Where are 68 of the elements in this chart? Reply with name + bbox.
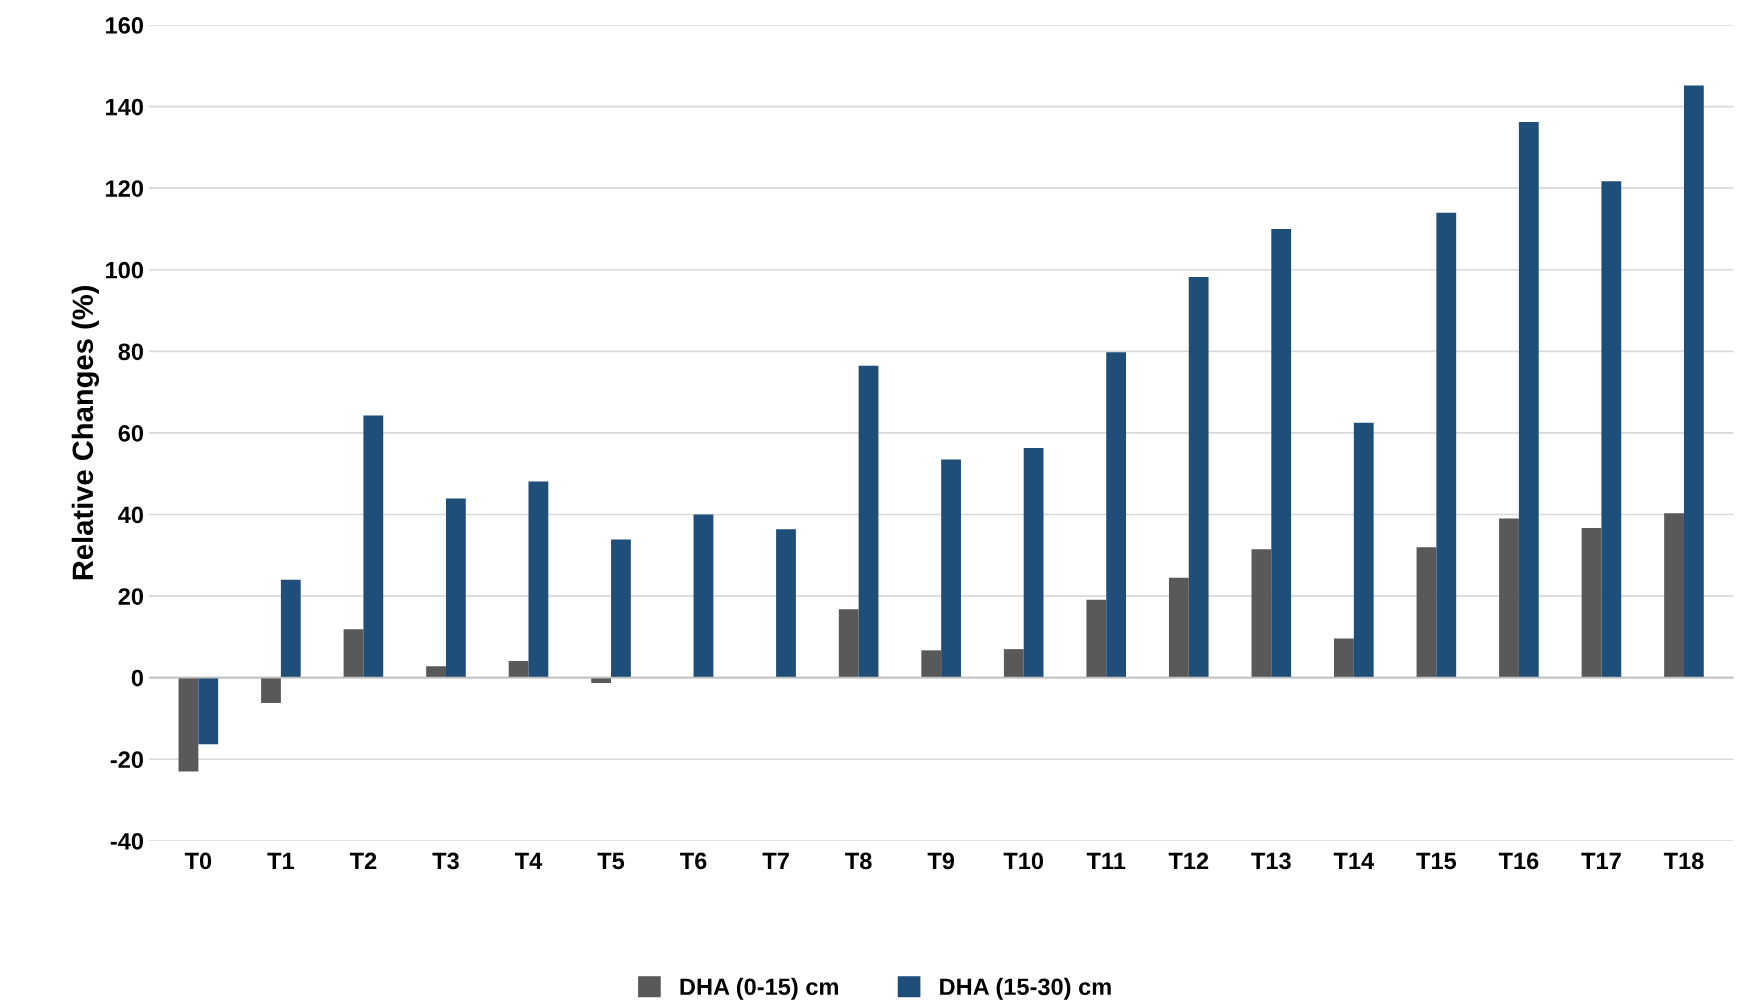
- bar: [1518, 122, 1539, 678]
- y-tick-label: 160: [106, 17, 144, 34]
- bar: [261, 677, 281, 703]
- bar: [1353, 422, 1374, 678]
- x-tick-label: T8: [845, 852, 872, 870]
- bar: [611, 539, 631, 678]
- y-tick-label: 100: [106, 261, 144, 279]
- x-tick-label: T13: [1251, 852, 1291, 870]
- y-tick-label: 0: [131, 669, 144, 687]
- bar: [776, 529, 796, 678]
- bar: [363, 415, 384, 678]
- bar: [838, 609, 859, 678]
- x-tick-label: T11: [1086, 852, 1126, 870]
- y-tick-label: 140: [106, 98, 144, 116]
- bar: [178, 677, 199, 772]
- x-tick-label: T0: [184, 852, 212, 870]
- bar: [1664, 513, 1684, 678]
- x-tick-label: T15: [1416, 852, 1457, 870]
- bar: [280, 579, 301, 678]
- x-tick-label: T17: [1581, 852, 1621, 870]
- bar: [1003, 649, 1024, 678]
- bar: [1334, 638, 1354, 678]
- bar: [1188, 277, 1209, 678]
- x-tick-label: T3: [432, 852, 459, 870]
- y-tick-label: 20: [118, 588, 144, 605]
- bar: [921, 650, 942, 678]
- bar: [1416, 547, 1437, 678]
- bar: [1683, 85, 1704, 678]
- bar: [1581, 527, 1602, 678]
- x-tick-label: T5: [597, 852, 625, 870]
- x-tick-label: T12: [1168, 852, 1209, 870]
- x-tick-label: T4: [514, 852, 543, 870]
- bar: [343, 629, 364, 678]
- y-tick-label: 40: [118, 506, 144, 524]
- x-tick-label: T7: [762, 852, 789, 870]
- bar: [1436, 212, 1457, 678]
- y-tick-label: 80: [118, 343, 144, 361]
- y-axis-title: Relative Changes (%): [71, 286, 100, 580]
- bar: [528, 481, 549, 678]
- bar: [508, 660, 529, 678]
- legend-label: DHA (0-15) cm: [680, 977, 838, 1000]
- bar: [1499, 518, 1519, 678]
- bar: [693, 514, 714, 678]
- x-tick-label: T6: [680, 852, 707, 870]
- bar: [198, 677, 219, 745]
- bar: [1168, 577, 1189, 678]
- bar: [1251, 549, 1272, 678]
- y-tick-label: -20: [110, 751, 144, 769]
- x-tick-label: T1: [267, 852, 295, 870]
- x-tick-label: T14: [1333, 852, 1375, 870]
- bar: [941, 459, 961, 678]
- bar: [426, 666, 446, 678]
- y-tick-label: 60: [118, 425, 144, 442]
- x-tick-label: T2: [349, 852, 377, 870]
- legend-label: DHA (15-30) cm: [940, 977, 1111, 1000]
- x-tick-label: T9: [927, 852, 955, 870]
- x-tick-label: T16: [1498, 852, 1539, 870]
- x-tick-label: T10: [1003, 852, 1044, 870]
- bar: [445, 498, 466, 678]
- y-tick-label: -40: [110, 832, 144, 850]
- bar: [1086, 599, 1107, 678]
- bar: [1601, 181, 1622, 678]
- x-tick-label: T18: [1663, 852, 1704, 870]
- bar: [1271, 228, 1292, 678]
- bar: [858, 365, 879, 678]
- bar: [1106, 352, 1127, 678]
- bar: [1023, 448, 1044, 678]
- y-tick-label: 120: [106, 180, 144, 197]
